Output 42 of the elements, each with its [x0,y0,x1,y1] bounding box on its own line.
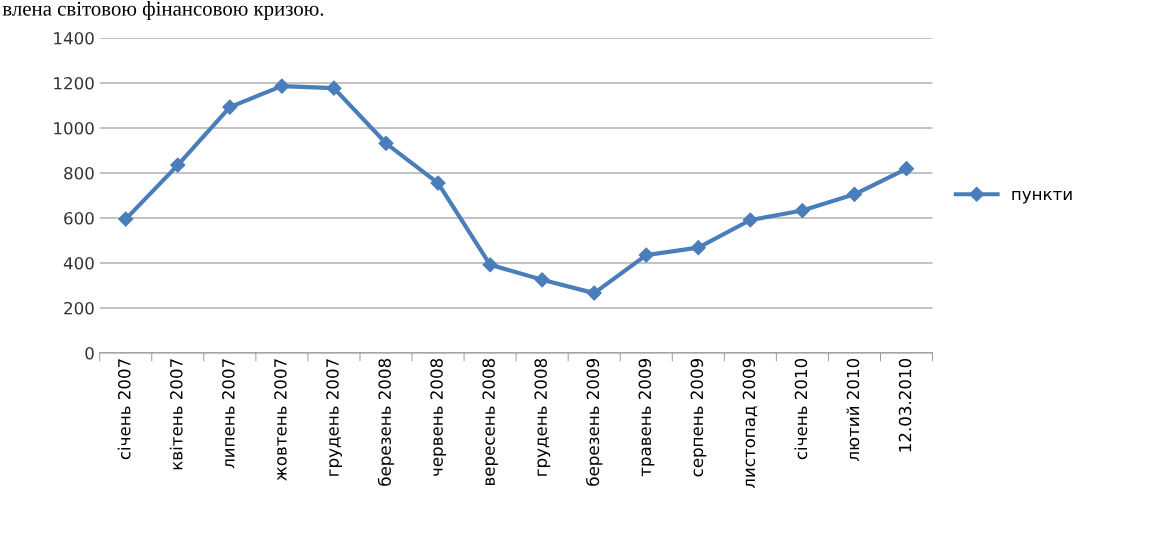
point [430,175,446,191]
x-tick-label: листопад 2009 [742,358,758,489]
y-tick-label: 1000 [54,121,94,135]
x-tick-label: серпень 2009 [690,358,707,477]
text: влена світовою фінансовою кризою. [2,1,324,20]
y-tick-label: 1400 [54,31,94,45]
point [534,272,550,288]
y-tick-label: 0 [85,346,94,360]
point [118,211,134,227]
y-tick-label: 1200 [54,76,94,90]
x-tick-label: квітень 2007 [169,359,183,470]
point [846,186,863,202]
point [378,135,394,151]
x-tick-label: жовтень 2007 [274,359,287,481]
point [638,247,654,263]
point [326,80,342,96]
point [898,161,915,177]
point [586,285,602,301]
x-tick-label: 12.03.2010 [898,358,912,452]
point [690,240,706,256]
x-tick-label: липень 2007 [222,359,235,469]
x-tick-label: грудень 2007 [326,359,342,476]
x-tick-label: березень 2008 [377,358,395,486]
y-tick-label: 400 [63,256,94,270]
x-tick-label: січень 2010 [794,358,808,460]
x-tick-label: червень 2008 [430,358,447,476]
x-tick-label: вересень 2008 [482,358,499,486]
y-tick-label: 600 [64,211,94,225]
x-tick-label: грудень 2008 [534,358,551,476]
point [794,202,810,219]
y-tick-label: 800 [64,166,94,180]
point [482,257,498,273]
x-tick-label: березень 2009 [585,358,603,486]
point [274,78,290,94]
y-tick-label: 200 [64,301,94,315]
x-tick-label: травень 2009 [638,358,655,477]
point [170,157,186,173]
point [222,99,238,115]
legend-label: пункти [1012,190,1072,204]
point [742,212,758,228]
x-tick-label: лютий 2010 [846,358,860,461]
x-tick-label: січень 2007 [117,359,131,460]
